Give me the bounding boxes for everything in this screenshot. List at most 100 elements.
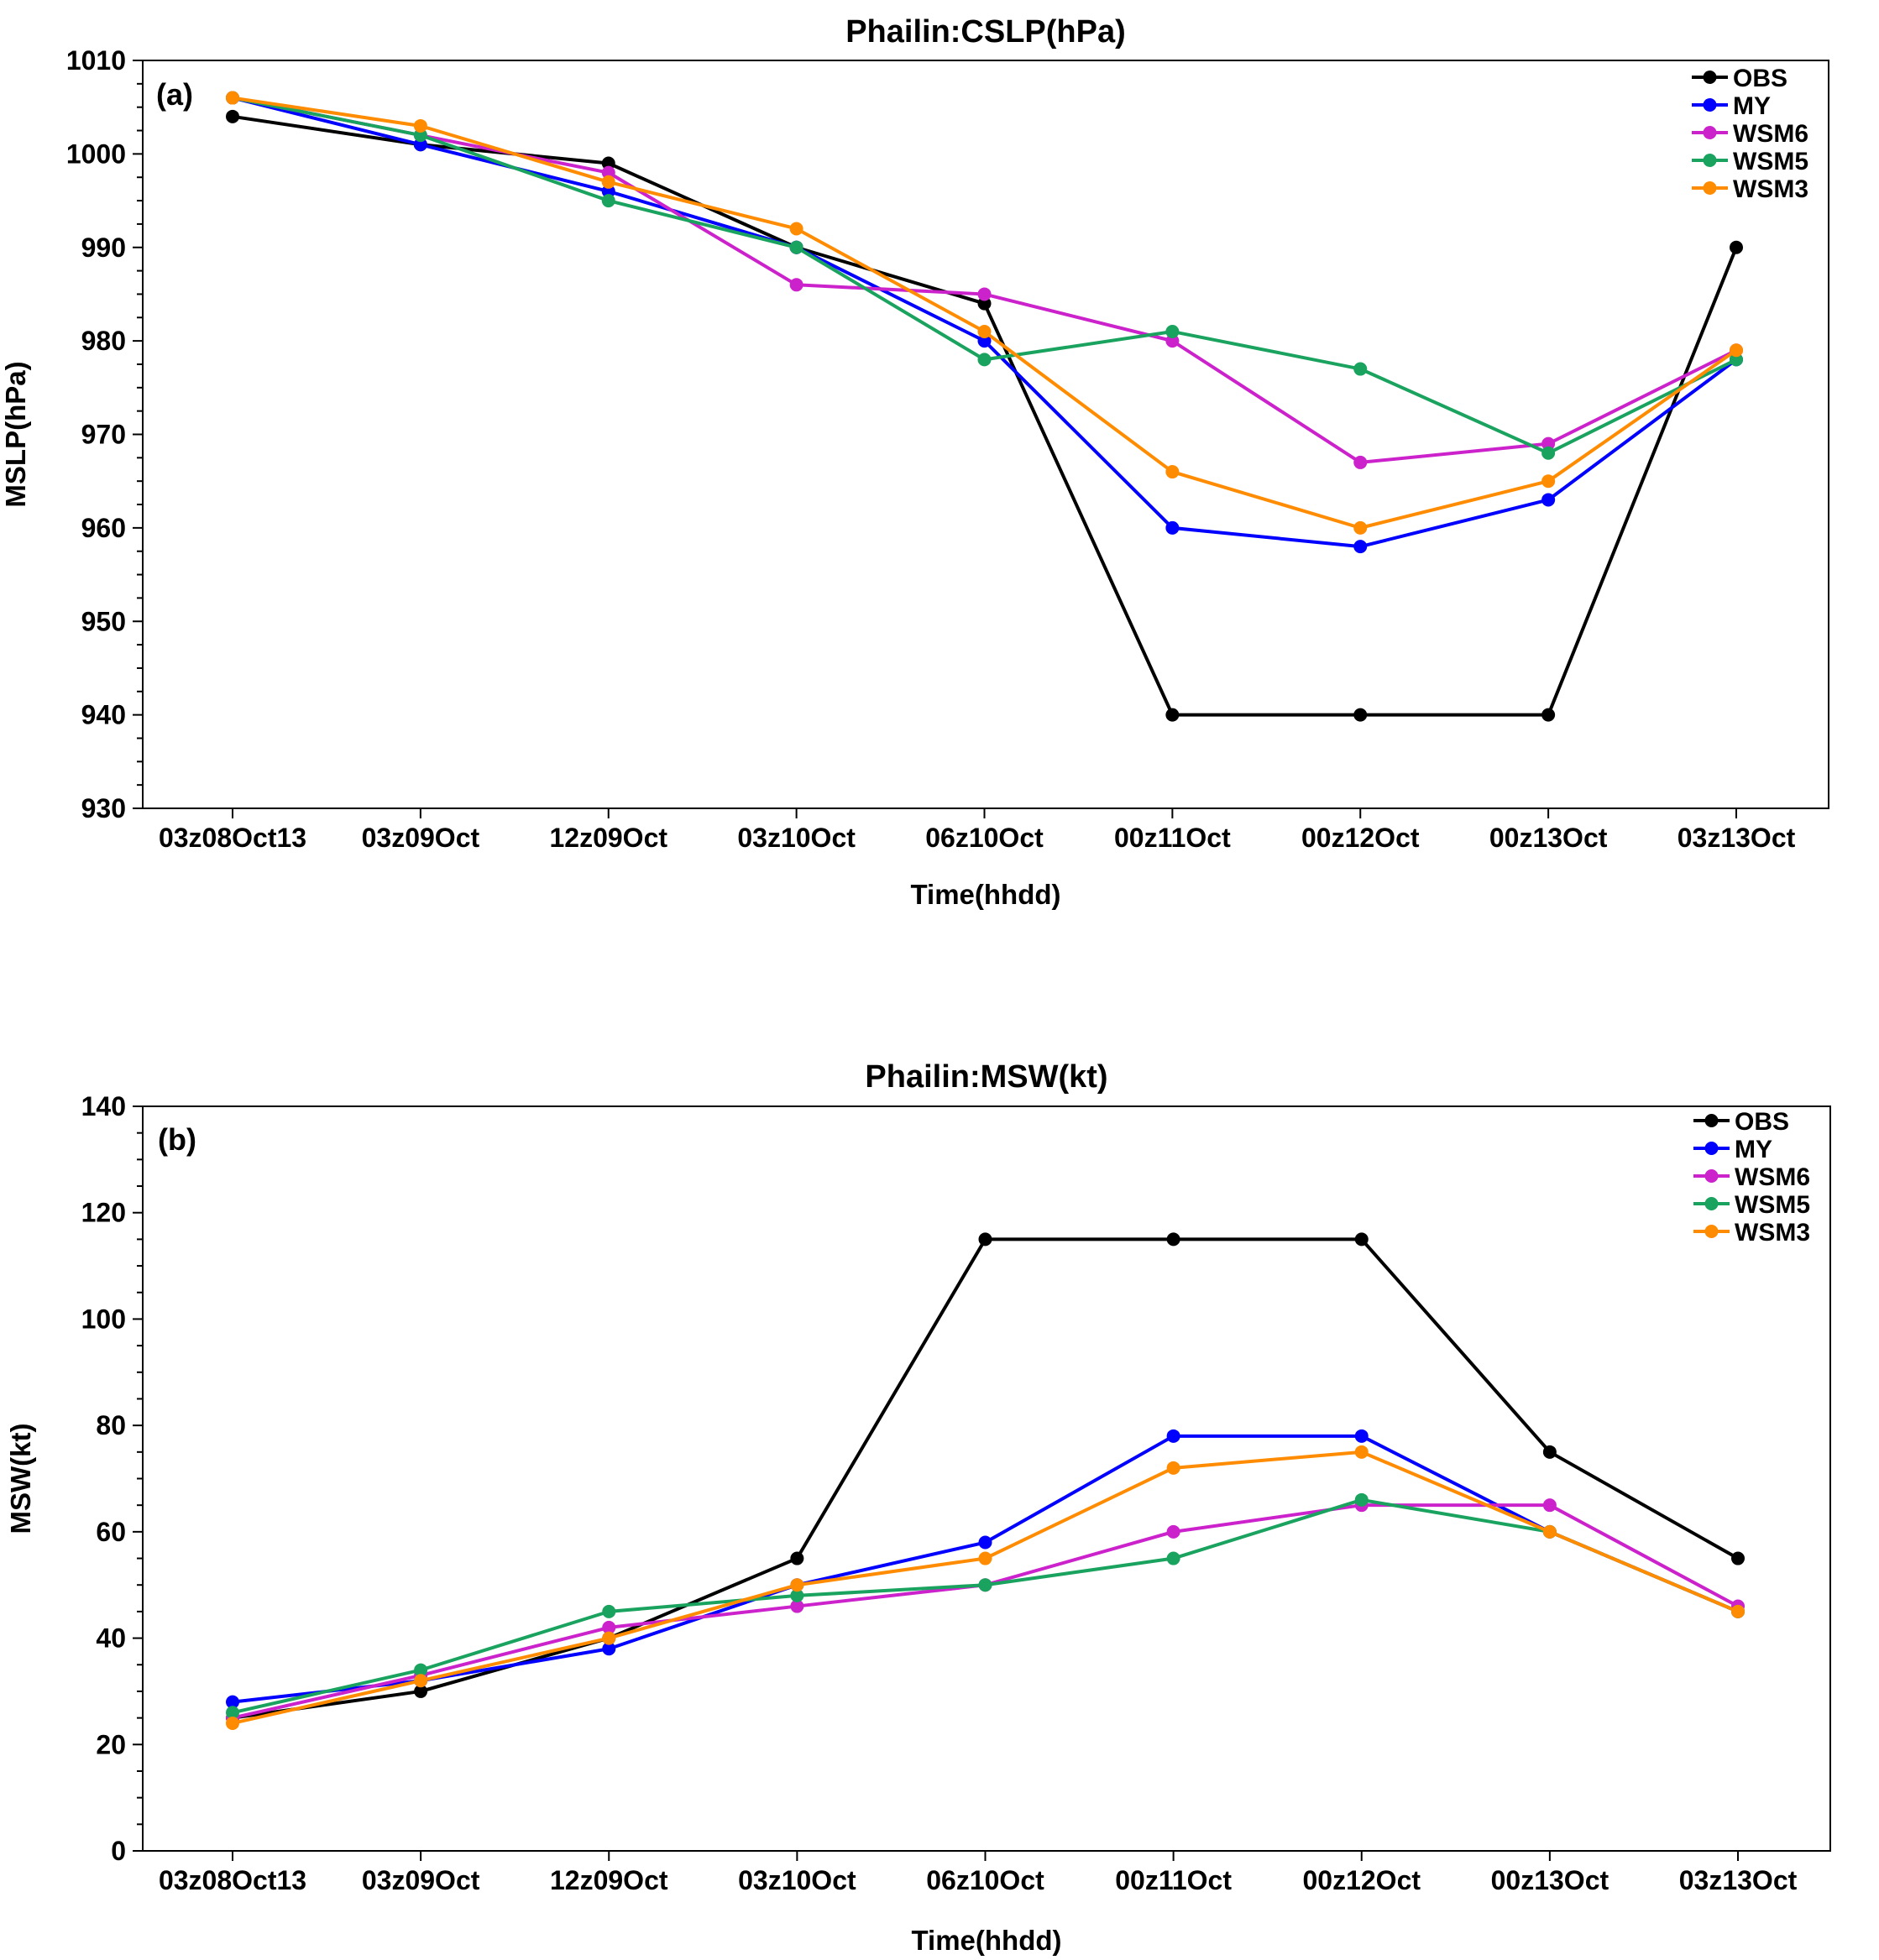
data-point-wsm3 (1541, 474, 1556, 489)
data-point-wsm3 (978, 1551, 992, 1565)
data-point-my (602, 1642, 616, 1656)
legend-item-wsm6: WSM6 (1693, 1163, 1810, 1191)
y-tick-label: 140 (81, 1091, 126, 1121)
legend-item-my: MY (1693, 1136, 1772, 1163)
data-point-wsm5 (1730, 353, 1743, 367)
legend-label: WSM6 (1733, 120, 1808, 148)
series-obs (226, 109, 1743, 722)
x-tick-label: 00z11Oct (1114, 823, 1231, 853)
y-tick-label: 990 (81, 233, 126, 263)
x-axis-label: Time(hhdd) (911, 1925, 1061, 1956)
y-tick-label: 960 (81, 513, 126, 543)
x-tick-label: 03z09Oct (362, 1865, 480, 1895)
data-point-obs (1354, 1232, 1369, 1247)
data-point-my (1541, 493, 1556, 507)
y-tick-label: 80 (96, 1410, 126, 1440)
data-point-wsm5 (1354, 1492, 1369, 1507)
data-point-wsm6 (977, 287, 992, 301)
data-point-obs (1353, 708, 1368, 722)
y-tick-label: 1010 (66, 45, 126, 76)
data-point-wsm6 (789, 278, 803, 292)
x-tick-label: 00z12Oct (1301, 823, 1420, 853)
data-point-obs (1541, 708, 1556, 722)
data-point-obs (1730, 240, 1743, 254)
data-point-wsm6 (1353, 455, 1368, 469)
data-point-wsm5 (789, 240, 803, 254)
data-point-wsm3 (226, 1716, 239, 1730)
series-line-my (232, 96, 1738, 549)
data-point-obs (226, 109, 239, 123)
legend-marker (1703, 71, 1717, 84)
data-point-wsm3 (413, 118, 427, 133)
legend-item-wsm5: WSM5 (1693, 1191, 1810, 1219)
legend-label: WSM5 (1735, 1191, 1810, 1219)
data-point-wsm6 (1165, 334, 1180, 348)
data-point-my (977, 334, 992, 348)
legend-item-wsm3: WSM3 (1692, 175, 1808, 203)
legend-marker (1704, 1169, 1719, 1183)
series-line-wsm3 (232, 96, 1738, 530)
x-tick-label: 03z09Oct (362, 823, 480, 853)
y-axis-label: MSW(kt) (5, 1424, 36, 1534)
legend-label: MY (1735, 1136, 1772, 1163)
x-tick-label: 00z13Oct (1489, 823, 1608, 853)
legend-label: WSM5 (1733, 148, 1808, 175)
y-tick-label: 100 (81, 1304, 126, 1334)
legend-label: OBS (1735, 1108, 1789, 1136)
data-point-wsm3 (1730, 343, 1743, 358)
panel-label: (b) (158, 1122, 196, 1157)
data-point-wsm3 (789, 222, 803, 236)
legend-marker (1704, 1114, 1719, 1127)
data-point-wsm6 (601, 165, 615, 180)
legend-item-wsm6: WSM6 (1692, 120, 1808, 148)
data-point-obs (601, 156, 615, 170)
panel-label: (a) (156, 77, 193, 112)
legend-marker (1703, 98, 1717, 112)
data-point-wsm5 (414, 1663, 428, 1677)
legend-marker (1703, 126, 1717, 139)
legend-label: WSM3 (1733, 175, 1808, 203)
series-wsm3 (226, 1445, 1745, 1730)
data-point-wsm6 (1542, 1498, 1557, 1513)
x-tick-label: 12z09Oct (549, 823, 667, 853)
legend-item-my: MY (1692, 92, 1771, 120)
series-line-my (232, 1434, 1739, 1704)
series-wsm5 (226, 1492, 1745, 1720)
y-tick-label: 970 (81, 420, 126, 450)
plot-frame (142, 60, 1829, 809)
data-point-wsm6 (1166, 1524, 1180, 1539)
x-tick-label: 06z10Oct (925, 823, 1044, 853)
data-point-wsm3 (1165, 465, 1180, 479)
data-point-wsm3 (602, 1631, 616, 1645)
data-point-wsm3 (601, 175, 615, 189)
data-point-wsm6 (790, 1599, 804, 1613)
legend-item-wsm3: WSM3 (1693, 1219, 1810, 1247)
legend-item-obs: OBS (1693, 1108, 1789, 1136)
legend-marker (1704, 1142, 1719, 1155)
data-point-wsm5 (1166, 1551, 1180, 1565)
series-wsm5 (226, 91, 1743, 460)
data-point-obs (414, 1684, 428, 1698)
data-point-wsm3 (1542, 1524, 1557, 1539)
data-point-wsm5 (1541, 446, 1556, 460)
series-obs (226, 1232, 1745, 1725)
y-axis-label: MSLP(hPa) (0, 361, 31, 507)
y-tick-label: 60 (96, 1517, 126, 1547)
series-wsm6 (226, 1498, 1745, 1725)
data-point-obs (977, 296, 992, 311)
y-tick-label: 40 (96, 1623, 126, 1654)
panel-b-msw: Phailin:MSW(kt) 0 20 40 60 80 100 120 140 03z08Oc… (5, 1059, 1831, 1956)
y-tick-label: 1000 (66, 139, 126, 169)
plot-frame (142, 1105, 1831, 1852)
data-point-wsm5 (977, 353, 992, 367)
series-line-obs (232, 1237, 1739, 1720)
y-tick-label: 930 (81, 793, 126, 823)
data-point-wsm5 (413, 128, 427, 143)
data-point-wsm5 (1353, 362, 1368, 376)
legend-item-obs: OBS (1692, 65, 1787, 92)
data-point-obs (1166, 1232, 1180, 1247)
x-tick-label: 12z09Oct (550, 1865, 668, 1895)
